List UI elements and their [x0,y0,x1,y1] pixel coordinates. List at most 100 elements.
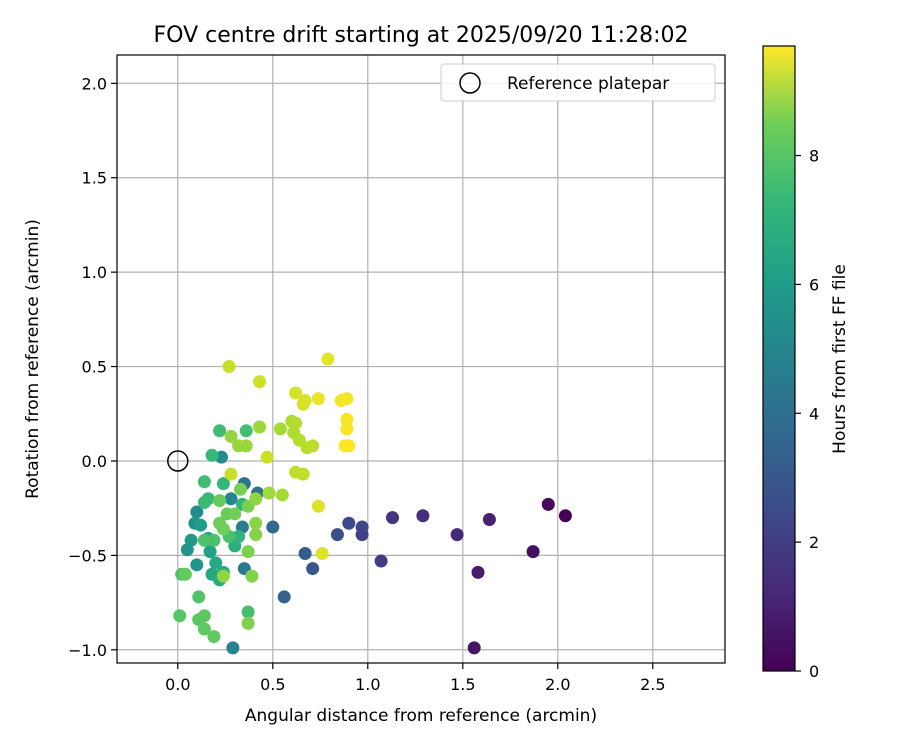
x-tick-label: 2.0 [545,675,570,694]
data-point [262,486,276,500]
x-tick-label: 1.0 [355,675,380,694]
y-tick-label: 2.0 [82,74,107,93]
data-point [340,422,354,436]
y-tick-label: 0.0 [82,452,107,471]
data-point [241,605,255,619]
data-point [249,516,263,530]
data-point [205,448,219,462]
data-point [374,554,388,568]
plot-frame [116,54,726,664]
x-tick-label: 2.5 [640,675,665,694]
data-point [467,641,481,655]
data-point [224,429,238,443]
data-point [306,562,320,576]
data-point [216,522,230,536]
data-point [224,467,238,481]
data-point [296,467,310,481]
data-point [194,518,208,532]
data-point [289,416,303,430]
data-point [315,546,329,560]
data-point [298,394,312,408]
data-point [224,492,238,506]
data-point [173,609,187,623]
data-point [311,499,325,513]
colorbar-ticks: 0 2 4 6 8 [795,147,819,681]
data-point [450,528,464,542]
data-point [190,505,204,519]
data-point [558,509,572,523]
data-point [228,507,242,521]
colorbar-label: Hours from first FF file [830,264,850,454]
y-tick-label: 1.0 [82,263,107,282]
data-point [541,497,555,511]
data-point [241,545,255,559]
data-points [173,352,572,655]
legend-box [440,63,716,102]
colorbar-tick-label: 2 [809,533,819,552]
data-point [340,392,354,406]
data-point [249,528,263,542]
y-tick-label: −1.0 [68,641,107,660]
x-axis-label: Angular distance from reference (arcmin) [245,706,597,726]
colorbar-tick-label: 6 [809,275,819,294]
data-point [416,509,430,523]
data-point [260,450,274,464]
legend: Reference platepar [440,63,716,102]
data-point [253,375,266,389]
data-point [275,488,289,502]
data-point [471,565,485,579]
y-axis-ticks: −1.0 −0.5 0.0 0.5 1.0 1.5 2.0 [68,74,117,660]
data-point [253,420,266,434]
data-point [226,641,240,655]
data-point [277,590,291,604]
data-point [330,528,344,542]
colorbar-tick-label: 0 [809,662,819,681]
data-point [386,511,399,525]
data-point [249,492,263,506]
y-tick-label: −0.5 [68,546,107,565]
colorbar: 0 2 4 6 8 Hours from first FF file [762,45,850,681]
data-point [239,439,253,453]
y-axis-label: Rotation from reference (arcmin) [23,219,43,499]
y-tick-label: 1.5 [82,169,107,188]
data-point [222,360,236,374]
data-point [197,609,211,623]
x-tick-label: 0.0 [165,675,190,694]
data-point [197,475,211,489]
data-point [207,630,221,644]
data-point [342,516,356,530]
data-point [482,512,496,526]
data-point [216,569,230,583]
y-tick-label: 0.5 [82,358,107,377]
x-tick-label: 1.5 [450,675,475,694]
data-point [340,412,354,426]
legend-entry-reference-platepar: Reference platepar [507,74,669,94]
data-point [197,496,211,510]
chart-title: FOV centre drift starting at 2025/09/20 … [154,23,689,48]
data-point [355,520,369,534]
data-point [213,494,227,508]
data-point [306,439,320,453]
data-point [311,392,325,406]
data-point [289,386,303,400]
colorbar-gradient [762,45,796,672]
data-point [207,533,221,547]
data-point [197,622,211,636]
data-point [245,569,259,583]
colorbar-tick-label: 4 [809,404,819,423]
data-point [232,529,246,543]
data-point [178,567,192,581]
data-point [239,424,253,438]
data-point [526,545,540,559]
data-point [209,556,223,570]
data-point [266,520,280,534]
reference-platepar-marker [167,450,189,472]
data-point [273,422,287,436]
legend-marker-icon [459,72,481,94]
data-point [241,616,255,630]
x-tick-label: 0.5 [260,675,285,694]
data-point [184,533,198,547]
data-point [203,545,217,559]
data-point [216,477,230,491]
